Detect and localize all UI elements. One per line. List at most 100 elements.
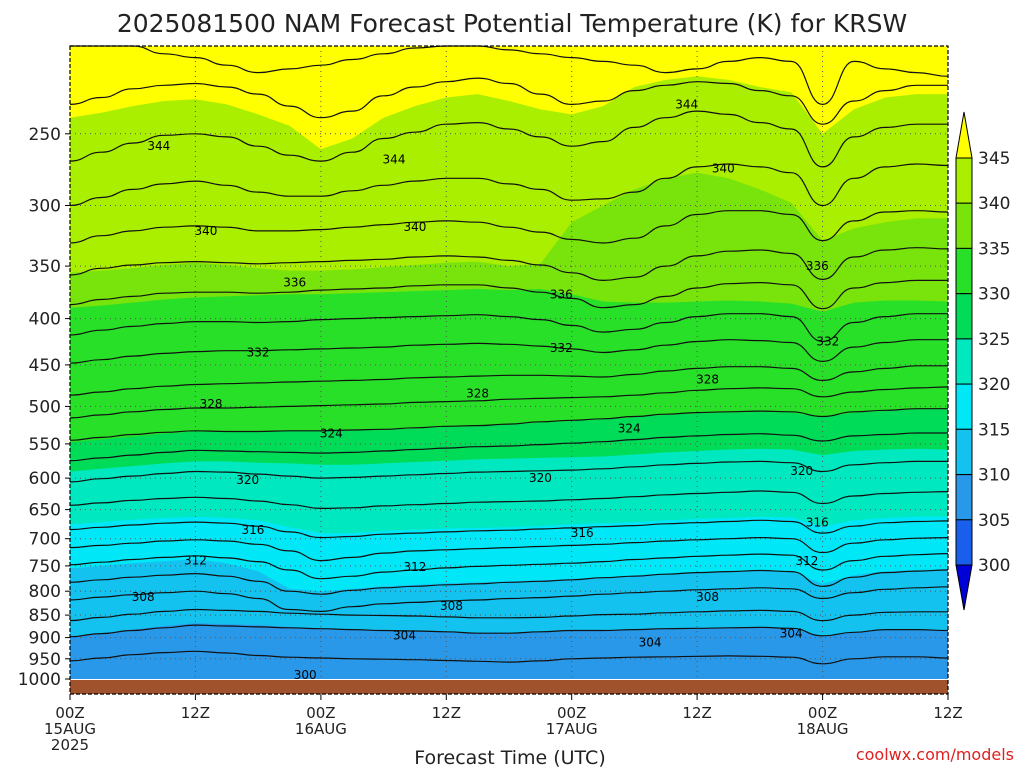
x-tick-label-12-0: 12Z bbox=[181, 704, 210, 722]
colorbar-label-335: 335 bbox=[978, 239, 1010, 259]
y-tick-label-1000: 1000 bbox=[18, 670, 61, 690]
x-tick-label-36-0: 12Z bbox=[432, 704, 461, 722]
contour-label-304: 304 bbox=[639, 635, 662, 649]
chart-title: 2025081500 NAM Forecast Potential Temper… bbox=[117, 9, 907, 38]
x-tick-label-72-1: 18AUG bbox=[797, 720, 849, 738]
filled-contour-layer bbox=[70, 46, 948, 680]
plot-frame bbox=[69, 45, 949, 695]
colorbar-swatch-6 bbox=[955, 428, 973, 475]
contour-lines-layer bbox=[69, 45, 949, 665]
colorbar-label-345: 345 bbox=[978, 149, 1010, 169]
contour-label-312: 312 bbox=[403, 560, 426, 574]
contour-label-316: 316 bbox=[806, 516, 829, 530]
colorbar-label-330: 330 bbox=[978, 285, 1010, 305]
contour-line-342 bbox=[69, 110, 948, 168]
contour-label-344: 344 bbox=[675, 97, 698, 111]
y-tick-label-800: 800 bbox=[29, 582, 61, 602]
contour-line-332 bbox=[69, 313, 948, 343]
x-tick-label-0-1: 15AUG bbox=[44, 720, 96, 738]
contour-line-310 bbox=[69, 569, 949, 595]
colorbar-bottom-arrow bbox=[955, 564, 973, 611]
contour-label-316: 316 bbox=[571, 526, 594, 540]
colorbar-label-300: 300 bbox=[978, 556, 1010, 576]
colorbar-label-305: 305 bbox=[978, 511, 1010, 531]
contour-line-344 bbox=[69, 77, 948, 125]
contour-line-318 bbox=[69, 490, 949, 510]
contour-label-340: 340 bbox=[712, 161, 735, 175]
colorbar-label-320: 320 bbox=[978, 375, 1010, 395]
contour-line-314 bbox=[69, 536, 949, 562]
x-tick-label-24-1: 16AUG bbox=[295, 720, 347, 738]
contour-label-324: 324 bbox=[618, 422, 641, 436]
terrain-ground-bar bbox=[70, 680, 948, 694]
x-tick-label-72-0: 00Z bbox=[808, 704, 837, 722]
contour-line-320 bbox=[69, 460, 948, 483]
contour-label-336: 336 bbox=[806, 259, 829, 273]
band-fill-305 bbox=[70, 623, 948, 679]
contour-line-340 bbox=[69, 163, 949, 207]
x-tick-label-0-0: 00Z bbox=[55, 704, 84, 722]
contour-label-336: 336 bbox=[550, 287, 573, 301]
x-tick-label-24-0: 00Z bbox=[306, 704, 335, 722]
colorbar-label-340: 340 bbox=[978, 194, 1010, 214]
y-tick-label-850: 850 bbox=[29, 606, 61, 626]
x-tick-label-0-2: 2025 bbox=[51, 736, 89, 754]
contour-line-346 bbox=[70, 45, 949, 106]
colorbar: 300 305 310 315 320 325 330 335 340 345 bbox=[955, 111, 1010, 611]
contour-line-336 bbox=[69, 247, 949, 282]
contour-label-340: 340 bbox=[403, 220, 426, 234]
x-axis-label: Forecast Time (UTC) bbox=[414, 747, 605, 768]
y-tick-label-700: 700 bbox=[29, 530, 61, 550]
contour-label-340: 340 bbox=[194, 224, 217, 238]
colorbar-swatch-0 bbox=[955, 157, 973, 204]
contour-label-312: 312 bbox=[184, 554, 207, 568]
contour-line-312 bbox=[69, 553, 949, 580]
contour-label-316: 316 bbox=[241, 523, 264, 537]
contour-label-320: 320 bbox=[790, 464, 813, 478]
contour-label-308: 308 bbox=[440, 599, 463, 613]
contour-label-332: 332 bbox=[247, 346, 270, 360]
contour-label-320: 320 bbox=[236, 473, 259, 487]
contour-label-332: 332 bbox=[550, 341, 573, 355]
x-tick-label-48-0: 00Z bbox=[557, 704, 586, 722]
contour-line-302 bbox=[69, 650, 949, 665]
contour-label-324: 324 bbox=[320, 427, 343, 441]
dotted-grid bbox=[70, 46, 948, 679]
contour-label-328: 328 bbox=[466, 387, 489, 401]
y-tick-label-450: 450 bbox=[29, 356, 61, 376]
colorbar-label-325: 325 bbox=[978, 330, 1010, 350]
y-tick-label-550: 550 bbox=[29, 435, 61, 455]
colorbar-label-315: 315 bbox=[978, 420, 1010, 440]
x-tick-label-48-1: 17AUG bbox=[546, 720, 598, 738]
colorbar-swatch-8 bbox=[955, 519, 973, 566]
contour-label-328: 328 bbox=[200, 397, 223, 411]
colorbar-swatch-2 bbox=[955, 247, 973, 295]
contour-label-308: 308 bbox=[132, 590, 155, 604]
y-tick-label-300: 300 bbox=[29, 197, 61, 217]
colorbar-swatch-5 bbox=[955, 383, 973, 430]
contour-line-324 bbox=[69, 408, 948, 441]
pressure-axis: 250 300 350 400 450 500 550 600 650 700 750 800 850 9… bbox=[18, 125, 70, 690]
y-tick-label-950: 950 bbox=[29, 650, 61, 670]
contour-label-328: 328 bbox=[696, 373, 719, 387]
x-tick-label-60-0: 12Z bbox=[682, 704, 711, 722]
y-tick-label-750: 750 bbox=[29, 557, 61, 577]
colorbar-swatch-4 bbox=[955, 338, 973, 385]
y-tick-label-600: 600 bbox=[29, 469, 61, 489]
contour-line-308 bbox=[69, 586, 949, 613]
contour-label-336: 336 bbox=[283, 276, 306, 290]
colorbar-swatch-3 bbox=[955, 293, 973, 340]
colorbar-label-310: 310 bbox=[978, 466, 1010, 486]
contour-label-308: 308 bbox=[696, 590, 719, 604]
contour-label-320: 320 bbox=[529, 471, 552, 485]
contour-label-344: 344 bbox=[147, 139, 170, 153]
contour-line-338 bbox=[69, 210, 949, 244]
colorbar-swatch-1 bbox=[955, 202, 973, 249]
contour-line-322 bbox=[69, 432, 948, 462]
contour-line-330 bbox=[69, 339, 948, 364]
contour-label-304: 304 bbox=[393, 628, 416, 642]
contour-label-304: 304 bbox=[780, 627, 803, 641]
y-tick-label-500: 500 bbox=[29, 397, 61, 417]
